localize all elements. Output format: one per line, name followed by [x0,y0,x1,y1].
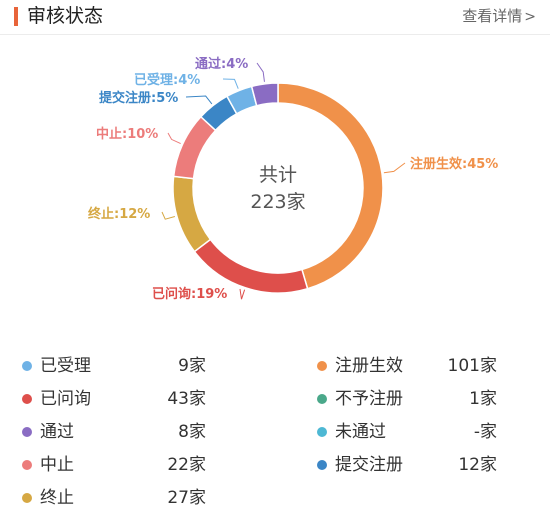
legend-dot-icon [317,460,327,470]
legend-label: 不予注册 [335,389,403,409]
legend-dot-icon [22,361,32,371]
section-header: 审核状态 查看详情 > [0,0,550,35]
legend-dot-icon [22,427,32,437]
legend-item-left-3[interactable]: 通过 8家 [22,420,206,444]
legend-count: -家 [473,422,497,442]
leader-line-7 [256,62,265,82]
legend-item-left-5[interactable]: 终止 27家 [22,486,206,510]
legend-label: 中止 [40,455,74,475]
slice-4[interactable] [172,115,217,180]
legend-dot-icon [22,493,32,503]
legend-count: 1家 [469,389,497,409]
slice-label-6: 已受理:4% [134,72,200,88]
legend-label: 注册生效 [335,356,403,376]
legend-count: 22家 [167,455,206,475]
legend-dot-icon [317,394,327,404]
leader-line-1 [383,162,406,174]
legend-label: 已问询 [40,389,91,409]
accent-bar [14,7,18,26]
legend-item-right-4[interactable]: 提交注册 12家 [317,453,497,477]
slice-3[interactable] [172,175,212,253]
legend-label: 终止 [40,488,74,508]
legend-label: 通过 [40,422,74,442]
legend-dot-icon [317,427,327,437]
slice-label-1: 注册生效:45% [410,156,498,172]
section-title: 审核状态 [27,5,104,27]
legend-dot-icon [22,394,32,404]
legend-item-right-3[interactable]: 未通过 -家 [317,420,497,444]
slice-7[interactable] [250,82,279,107]
slice-label-5: 提交注册:5% [99,90,178,106]
slice-label-2: 已问询:19% [152,286,227,302]
view-details-link[interactable]: 查看详情 > [462,5,536,28]
leader-line-5 [185,95,213,105]
legend-item-right-2[interactable]: 不予注册 1家 [317,387,497,411]
legend-dot-icon [22,460,32,470]
legend-count: 101家 [447,356,497,376]
center-total-label: 共计 [259,164,297,186]
leader-line-4 [167,132,181,145]
slice-2[interactable] [193,238,309,294]
legend-count: 9家 [178,356,206,376]
legend-item-left-4[interactable]: 中止 22家 [22,453,206,477]
slice-label-4: 中止:10% [96,126,158,142]
legend-item-left-2[interactable]: 已问询 43家 [22,387,206,411]
legend-item-left-1[interactable]: 已受理 9家 [22,354,206,378]
legend-count: 8家 [178,422,206,442]
legend-label: 未通过 [335,422,386,442]
center-total-value: 223家 [250,191,305,213]
legend-dot-icon [317,361,327,371]
donut-chart: 注册生效:45% 已问询:19% 终止:12% 中止:10% 提交注册:5% 已受理:4%… [88,56,498,302]
legend-item-right-1[interactable]: 注册生效 101家 [317,354,497,378]
chevron-right-icon: > [524,9,536,25]
leader-line-2 [239,288,246,300]
slice-label-7: 通过:4% [195,56,248,72]
slice-label-3: 终止:12% [88,206,150,222]
legend-label: 提交注册 [335,455,403,475]
view-details-label: 查看详情 [462,7,523,25]
legend-label: 已受理 [40,356,91,376]
legend-count: 12家 [458,455,497,475]
legend-count: 27家 [167,488,206,508]
leader-line-6 [222,78,239,89]
legend-count: 43家 [167,389,206,409]
leader-line-3 [161,211,176,220]
